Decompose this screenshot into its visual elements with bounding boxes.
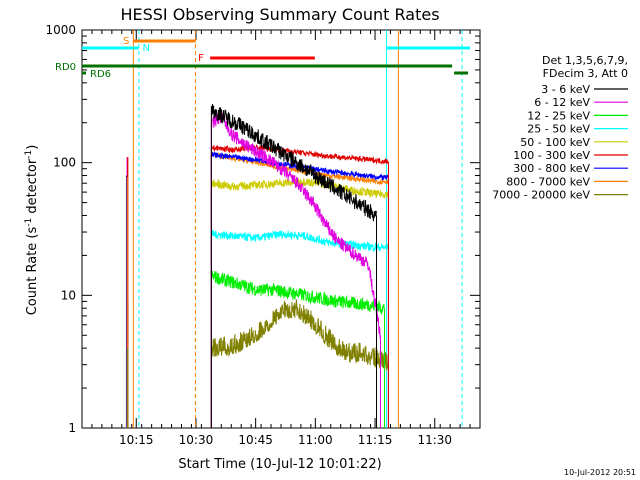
annotation-label-rd0: RD0 (55, 62, 76, 73)
y-axis-label-part: detector (25, 158, 40, 218)
series-line-0 (210, 103, 377, 222)
series-line-5 (211, 143, 389, 166)
x-tick-label: 11:30 (417, 433, 452, 447)
x-tick-label: 10:30 (179, 433, 214, 447)
y-tick-label: 10 (61, 288, 76, 302)
y-axis-label-part: Count Rate (s (25, 227, 40, 316)
y-axis-label-part: ) (25, 145, 40, 150)
legend-entry-label: 6 - 12 keV (534, 96, 590, 109)
annotation-label-f: F (198, 53, 204, 64)
y-axis-label-part: -1 (24, 218, 34, 227)
legend-entry-label: 50 - 100 keV (520, 136, 590, 149)
x-tick-label: 10:15 (119, 433, 154, 447)
y-axis-label-part: -1 (24, 150, 34, 159)
legend: Det 1,3,5,6,7,9,FDecim 3, Att 0 3 - 6 keV… (492, 54, 628, 202)
x-axis-label: Start Time (10-Jul-12 10:01:22) (178, 457, 381, 472)
x-tick-label: 10:45 (238, 433, 273, 447)
legend-header-line: Det 1,3,5,6,7,9, (542, 54, 628, 67)
legend-header-line: FDecim 3, Att 0 (543, 67, 628, 80)
series-line-4 (210, 178, 389, 199)
annotation-label-rd6: RD6 (90, 69, 111, 80)
y-axis-label-text: Count Rate (s-1 detector-1) (24, 145, 40, 316)
y-tick-label: 100 (53, 156, 76, 170)
y-tick-label: 1 (68, 421, 76, 435)
x-tick-label: 11:15 (358, 433, 393, 447)
y-axis-label: Count Rate (s-1 detector-1) (24, 145, 40, 316)
legend-entry-label: 100 - 300 keV (513, 149, 590, 162)
series-line-8 (210, 299, 389, 371)
series-line-3 (210, 229, 389, 253)
plot-frame (81, 29, 481, 429)
y-tick-label: 1000 (45, 23, 76, 37)
legend-entry-label: 3 - 6 keV (541, 83, 590, 96)
annotation-label-s: S (123, 36, 129, 47)
legend-entry-label: 7000 - 20000 keV (492, 189, 590, 202)
series-line-1 (210, 111, 381, 340)
chart-title: HESSI Observing Summary Count Rates (120, 5, 439, 24)
annotation-label-n: N (143, 43, 150, 54)
legend-entry-label: 25 - 50 keV (527, 123, 590, 136)
series-line-2 (210, 270, 385, 316)
legend-entry-label: 12 - 25 keV (527, 109, 590, 122)
footer-timestamp: 10-Jul-2012 20:51 (564, 468, 636, 477)
legend-entry-label: 800 - 7000 keV (506, 175, 590, 188)
x-tick-label: 11:00 (298, 433, 333, 447)
legend-entry-label: 300 - 800 keV (513, 162, 590, 175)
plot-area: 1 10 100 1000 10:15 10:30 10:45 11:00 11:15 11:30… (45, 23, 481, 447)
